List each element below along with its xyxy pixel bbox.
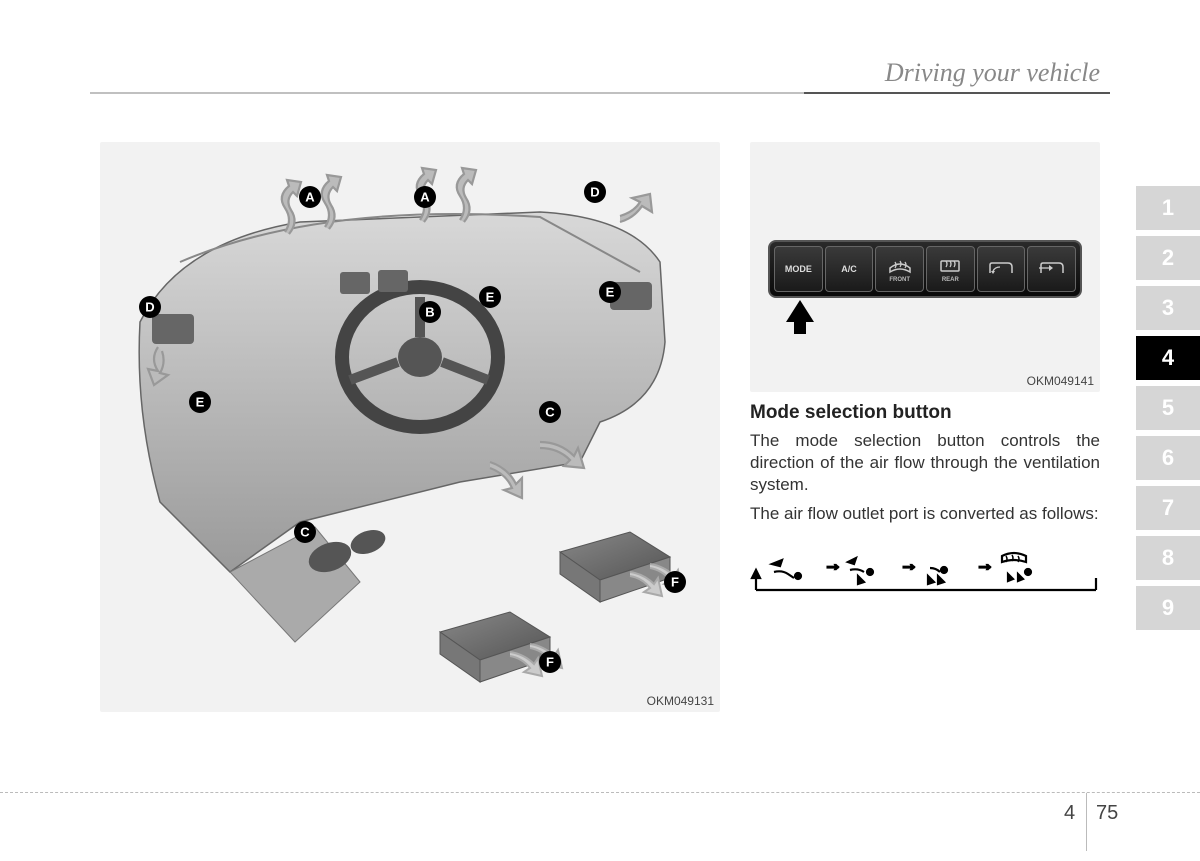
chapter-tab-1[interactable]: 1 — [1136, 186, 1200, 230]
chapter-tab-3[interactable]: 3 — [1136, 286, 1200, 330]
page-header-title: Driving your vehicle — [885, 58, 1100, 88]
chapter-tab-5[interactable]: 5 — [1136, 386, 1200, 430]
vent-label-text: C — [545, 405, 555, 420]
vent-label-text: A — [420, 190, 430, 205]
vent-label-text: E — [196, 395, 205, 410]
mode-sequence-diagram: → → → — [750, 548, 1102, 596]
svg-text:→: → — [976, 554, 994, 574]
vent-label-text: F — [546, 655, 554, 670]
fresh-air-icon — [1037, 259, 1067, 279]
page-number: 75 — [1096, 802, 1118, 825]
svg-text:→: → — [824, 554, 842, 574]
climate-button: REAR — [926, 246, 975, 292]
vent-label-text: E — [486, 290, 495, 305]
paragraph-2: The air flow outlet port is converted as… — [750, 503, 1100, 525]
mode-button-figure: MODE A/C FRONT REAR OKM049141 — [750, 142, 1100, 392]
paragraph-1: The mode selection button controls the d… — [750, 430, 1100, 495]
vent-label-text: A — [305, 190, 315, 205]
vent-label-text: F — [671, 575, 679, 590]
chapter-tab-2[interactable]: 2 — [1136, 236, 1200, 280]
chapter-tab-7[interactable]: 7 — [1136, 486, 1200, 530]
page-section-number: 4 — [1064, 802, 1075, 825]
arrow-pointer-icon — [786, 300, 814, 322]
chapter-tab-4[interactable]: 4 — [1136, 336, 1200, 380]
text-block: Mode selection button The mode selection… — [750, 402, 1100, 533]
section-heading: Mode selection button — [750, 402, 1100, 424]
button-label: MODE — [785, 264, 812, 274]
figure-code-small: OKM049141 — [1027, 374, 1094, 388]
footer-dashed-rule — [0, 792, 1200, 793]
button-sublabel: FRONT — [889, 277, 910, 283]
climate-button: A/C — [825, 246, 874, 292]
dashboard-illustration: A A B C C D D E E E F F — [120, 162, 700, 702]
recirculate-icon — [986, 259, 1016, 279]
defrost-rear-icon — [937, 256, 963, 276]
vent-label-text: B — [425, 305, 434, 320]
vent-label-text: C — [300, 525, 310, 540]
header-rule — [90, 92, 1110, 94]
button-sublabel: REAR — [942, 277, 959, 283]
vent-label-text: D — [145, 300, 154, 315]
chapter-tab-9[interactable]: 9 — [1136, 586, 1200, 630]
vent-label-text: E — [606, 285, 615, 300]
climate-button — [1027, 246, 1076, 292]
footer-divider — [1086, 793, 1087, 851]
climate-button: MODE — [774, 246, 823, 292]
chapter-tab-8[interactable]: 8 — [1136, 536, 1200, 580]
vent-label-text: D — [590, 185, 599, 200]
chapter-tab-6[interactable]: 6 — [1136, 436, 1200, 480]
climate-button: FRONT — [875, 246, 924, 292]
climate-button — [977, 246, 1026, 292]
defrost-front-icon — [887, 256, 913, 276]
button-label: A/C — [841, 264, 857, 274]
figure-code-main: OKM049131 — [647, 694, 714, 708]
climate-button-panel: MODE A/C FRONT REAR — [768, 240, 1082, 298]
dashboard-airflow-figure: A A B C C D D E E E F F OKM049131 — [100, 142, 720, 712]
chapter-tabs: 1 2 3 4 5 6 7 8 9 — [1136, 186, 1200, 630]
svg-text:→: → — [900, 554, 918, 574]
